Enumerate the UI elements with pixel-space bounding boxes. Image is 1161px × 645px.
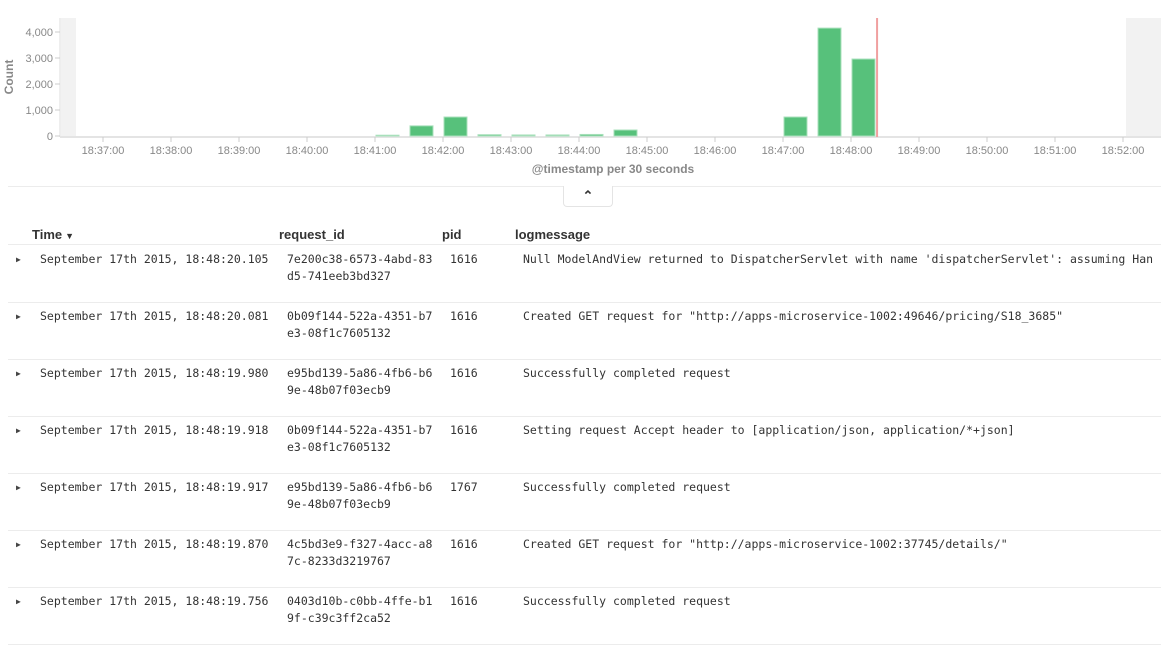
column-label: Time — [32, 227, 63, 242]
histogram-bar[interactable] — [477, 134, 502, 137]
cell-time: September 17th 2015, 18:48:20.081 — [40, 309, 269, 323]
x-tick-label: 18:43:00 — [490, 145, 533, 157]
histogram-bar[interactable] — [375, 134, 400, 137]
cell-logmessage: Successfully completed request — [523, 594, 731, 608]
table-row[interactable]: ▶ September 17th 2015, 18:48:20.105 7e20… — [8, 245, 1161, 303]
x-tick-label: 18:47:00 — [762, 145, 805, 157]
y-tick-label: 3,000 — [25, 53, 53, 65]
cell-request-id: 0b09f144-522a-4351-b7e3-08f1c7605132 — [287, 423, 433, 454]
table-header: Time ▼ request_id pid logmessage — [8, 227, 1161, 245]
histogram-bar[interactable] — [511, 134, 536, 137]
x-tick-label: 18:51:00 — [1034, 145, 1077, 157]
expand-caret-icon[interactable]: ▶ — [16, 312, 21, 321]
x-tick-label: 18:52:00 — [1102, 145, 1145, 157]
table-row[interactable]: ▶ September 17th 2015, 18:48:19.870 4c5b… — [8, 530, 1161, 588]
x-tick-label: 18:48:00 — [830, 145, 873, 157]
histogram-bar[interactable] — [817, 27, 842, 137]
cell-request-id: e95bd139-5a86-4fb6-b69e-48b07f03ecb9 — [287, 480, 433, 511]
y-tick-label: 2,000 — [25, 79, 53, 91]
y-tick-label: 0 — [47, 131, 53, 143]
histogram-bar[interactable] — [613, 129, 638, 137]
table-row[interactable]: ▶ September 17th 2015, 18:48:19.917 e95b… — [8, 473, 1161, 531]
x-tick-label: 18:39:00 — [218, 145, 261, 157]
cell-request-id: 0403d10b-c0bb-4ffe-b19f-c39c3ff2ca52 — [287, 594, 433, 625]
x-tick-label: 18:46:00 — [694, 145, 737, 157]
cell-logmessage: Successfully completed request — [523, 366, 731, 380]
cell-time: September 17th 2015, 18:48:19.870 — [40, 537, 269, 551]
histogram-bar[interactable] — [783, 116, 808, 137]
x-axis-label: @timestamp per 30 seconds — [532, 162, 695, 176]
cell-request-id: e95bd139-5a86-4fb6-b69e-48b07f03ecb9 — [287, 366, 433, 397]
table-row[interactable]: ▶ September 17th 2015, 18:48:19.756 0403… — [8, 587, 1161, 645]
cell-logmessage: Created GET request for "http://apps-mic… — [523, 309, 1064, 323]
x-tick-label: 18:42:00 — [422, 145, 465, 157]
cell-pid: 1616 — [450, 252, 478, 266]
x-tick-label: 18:45:00 — [626, 145, 669, 157]
x-tick-label: 18:50:00 — [966, 145, 1009, 157]
cell-pid: 1767 — [450, 480, 478, 494]
out-of-range-right — [1126, 18, 1161, 136]
column-header-logmessage[interactable]: logmessage — [515, 227, 591, 242]
cell-request-id: 0b09f144-522a-4351-b7e3-08f1c7605132 — [287, 309, 433, 340]
expand-caret-icon[interactable]: ▶ — [16, 369, 21, 378]
table-row[interactable]: ▶ September 17th 2015, 18:48:19.918 0b09… — [8, 416, 1161, 474]
expand-caret-icon[interactable]: ▶ — [16, 255, 21, 264]
cell-time: September 17th 2015, 18:48:20.105 — [40, 252, 269, 266]
cell-time: September 17th 2015, 18:48:19.918 — [40, 423, 269, 437]
cell-request-id: 4c5bd3e9-f327-4acc-a87c-8233d3219767 — [287, 537, 433, 568]
histogram-bar[interactable] — [579, 133, 604, 137]
column-header-pid[interactable]: pid — [442, 227, 462, 242]
cell-pid: 1616 — [450, 423, 478, 437]
cell-pid: 1616 — [450, 537, 478, 551]
chevron-up-icon: ⌃ — [582, 188, 594, 203]
expand-caret-icon[interactable]: ▶ — [16, 540, 21, 549]
column-header-time[interactable]: Time ▼ — [32, 227, 74, 242]
y-tick-label: 1,000 — [25, 105, 53, 117]
caret-down-icon[interactable]: ▼ — [65, 231, 75, 241]
histogram-bar[interactable] — [409, 125, 434, 137]
x-tick-label: 18:37:00 — [82, 145, 125, 157]
column-header-request-id[interactable]: request_id — [279, 227, 345, 242]
cell-logmessage: Created GET request for "http://apps-mic… — [523, 537, 1008, 551]
table-row[interactable]: ▶ September 17th 2015, 18:48:20.081 0b09… — [8, 302, 1161, 360]
cell-pid: 1616 — [450, 309, 478, 323]
x-tick-label: 18:49:00 — [898, 145, 941, 157]
cell-pid: 1616 — [450, 594, 478, 608]
y-tick-label: 4,000 — [25, 27, 53, 39]
cell-logmessage: Null ModelAndView returned to Dispatcher… — [523, 252, 1154, 266]
x-tick-label: 18:44:00 — [558, 145, 601, 157]
out-of-range-left — [61, 18, 76, 136]
cell-logmessage: Setting request Accept header to [applic… — [523, 423, 1015, 437]
histogram-bar[interactable] — [545, 134, 570, 137]
x-tick-label: 18:40:00 — [286, 145, 329, 157]
table-row[interactable]: ▶ September 17th 2015, 18:48:19.980 e95b… — [8, 359, 1161, 417]
cell-pid: 1616 — [450, 366, 478, 380]
expand-caret-icon[interactable]: ▶ — [16, 597, 21, 606]
expand-caret-icon[interactable]: ▶ — [16, 426, 21, 435]
collapse-chart-button[interactable]: ⌃ — [563, 186, 613, 207]
histogram-bar[interactable] — [851, 58, 876, 137]
cell-time: September 17th 2015, 18:48:19.980 — [40, 366, 269, 380]
histogram-bar[interactable] — [443, 116, 468, 137]
x-tick-label: 18:41:00 — [354, 145, 397, 157]
cell-time: September 17th 2015, 18:48:19.756 — [40, 594, 269, 608]
y-axis-label: Count — [2, 60, 16, 95]
x-tick-label: 18:38:00 — [150, 145, 193, 157]
cell-logmessage: Successfully completed request — [523, 480, 731, 494]
expand-caret-icon[interactable]: ▶ — [16, 483, 21, 492]
histogram-chart[interactable]: 0 1,000 2,000 3,000 4,000 18:37:00 18:38:00 18… — [0, 0, 1161, 185]
cell-request-id: 7e200c38-6573-4abd-83d5-741eeb3bd327 — [287, 252, 433, 283]
cell-time: September 17th 2015, 18:48:19.917 — [40, 480, 269, 494]
